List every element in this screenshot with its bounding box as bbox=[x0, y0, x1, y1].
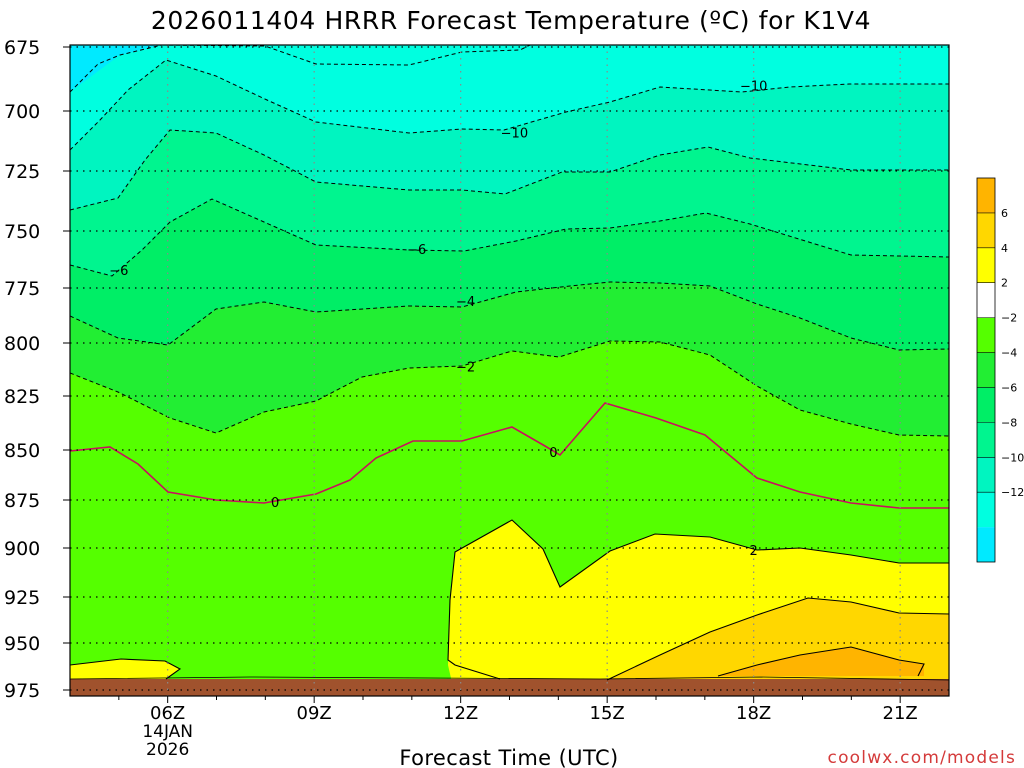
colorbar-swatch bbox=[977, 527, 995, 562]
colorbar-tick-label: 2 bbox=[1001, 277, 1008, 290]
y-tick-label: 925 bbox=[4, 587, 40, 609]
isotherm-m10 bbox=[70, 129, 949, 211]
colorbar-swatch bbox=[977, 317, 995, 353]
isotherm-m12 bbox=[70, 59, 949, 151]
isotherm-m8 bbox=[70, 198, 949, 277]
y-axis-ticks: 675 700 725 750 775 800 825 850 875 900 925 950 975 bbox=[4, 37, 70, 702]
source-credit: coolwx.com/models bbox=[828, 748, 1016, 768]
y-tick-label: 775 bbox=[4, 278, 40, 300]
isotherm-m14 bbox=[70, 45, 163, 93]
colorbar-tick-label: 4 bbox=[1001, 242, 1008, 255]
contour-label: −6 bbox=[407, 243, 426, 258]
colorbar-swatch bbox=[977, 212, 995, 248]
x-axis-label: Forecast Time (UTC) bbox=[399, 746, 618, 768]
chart-title: 2026011404 HRRR Forecast Temperature (ºC… bbox=[151, 6, 871, 35]
colorbar: 6 4 2 −2 −4 −6 −8 −10 −12 bbox=[976, 177, 1024, 563]
contour-label: 0 bbox=[271, 496, 279, 511]
y-tick-label: 675 bbox=[4, 37, 40, 59]
y-tick-label: 975 bbox=[4, 680, 40, 702]
y-tick-label: 750 bbox=[4, 221, 40, 243]
positive-isotherms bbox=[70, 519, 949, 681]
contour-label: 2 bbox=[750, 544, 758, 559]
y-tick-label: 850 bbox=[4, 440, 40, 462]
x-tick-label: 15Z bbox=[590, 703, 625, 724]
x-tick-label: 06Z bbox=[150, 703, 185, 724]
y-tick-label: 800 bbox=[4, 333, 40, 355]
colorbar-swatch bbox=[977, 492, 995, 528]
x-date-label: 14JAN bbox=[142, 722, 193, 742]
x-tick-label: 18Z bbox=[736, 703, 771, 724]
negative-isotherms bbox=[70, 45, 949, 437]
x-year-label: 2026 bbox=[146, 740, 189, 760]
y-tick-label: 900 bbox=[4, 538, 40, 560]
y-tick-label: 875 bbox=[4, 490, 40, 512]
isotherm-m6 bbox=[70, 281, 949, 351]
colorbar-tick-label: 6 bbox=[1001, 207, 1008, 220]
contour-label: −6 bbox=[109, 264, 128, 279]
contour-label: −10 bbox=[740, 79, 767, 94]
colorbar-tick-label: −2 bbox=[1001, 312, 1017, 325]
colorbar-tick-label: −4 bbox=[1001, 347, 1017, 360]
colorbar-swatch bbox=[977, 352, 995, 388]
contour-label: −2 bbox=[456, 360, 475, 375]
colorbar-swatch bbox=[977, 282, 995, 318]
colorbar-tick-label: −6 bbox=[1001, 381, 1017, 394]
colorbar-tick-label: −8 bbox=[1001, 416, 1017, 429]
x-tick-label: 21Z bbox=[883, 703, 918, 724]
y-tick-label: 725 bbox=[4, 161, 40, 183]
colorbar-swatch bbox=[977, 247, 995, 283]
contour-label: −4 bbox=[456, 295, 475, 310]
ground-surface bbox=[70, 679, 949, 696]
isotherm-2-left bbox=[70, 658, 182, 680]
colorbar-swatch bbox=[977, 387, 995, 423]
x-tick-label: 09Z bbox=[297, 703, 332, 724]
colorbar-swatch bbox=[977, 422, 995, 458]
colorbar-swatch bbox=[977, 178, 995, 213]
surface-outline bbox=[70, 676, 949, 681]
y-tick-label: 950 bbox=[4, 633, 40, 655]
freezing-line bbox=[70, 402, 949, 509]
isotherm-6 bbox=[717, 646, 925, 677]
isotherm-2-main bbox=[447, 519, 949, 680]
isotherm-4 bbox=[606, 597, 949, 681]
contour-label: −10 bbox=[501, 127, 528, 142]
colorbar-frame bbox=[976, 177, 996, 563]
plot-area: −10 −10 −6 −6 −4 −2 0 0 2 bbox=[70, 45, 949, 696]
x-tick-label: 12Z bbox=[443, 703, 478, 724]
band-gt6-fill bbox=[718, 647, 924, 676]
y-tick-label: 700 bbox=[4, 101, 40, 123]
colorbar-tick-label: −12 bbox=[1001, 486, 1024, 499]
contour-labels: −10 −10 −6 −6 −4 −2 0 0 2 bbox=[109, 79, 767, 559]
colorbar-tick-label: −10 bbox=[1001, 451, 1024, 464]
y-tick-label: 825 bbox=[4, 386, 40, 408]
colorbar-swatch bbox=[977, 457, 995, 493]
time-gridlines bbox=[167, 45, 901, 696]
contour-label: 0 bbox=[549, 446, 557, 461]
